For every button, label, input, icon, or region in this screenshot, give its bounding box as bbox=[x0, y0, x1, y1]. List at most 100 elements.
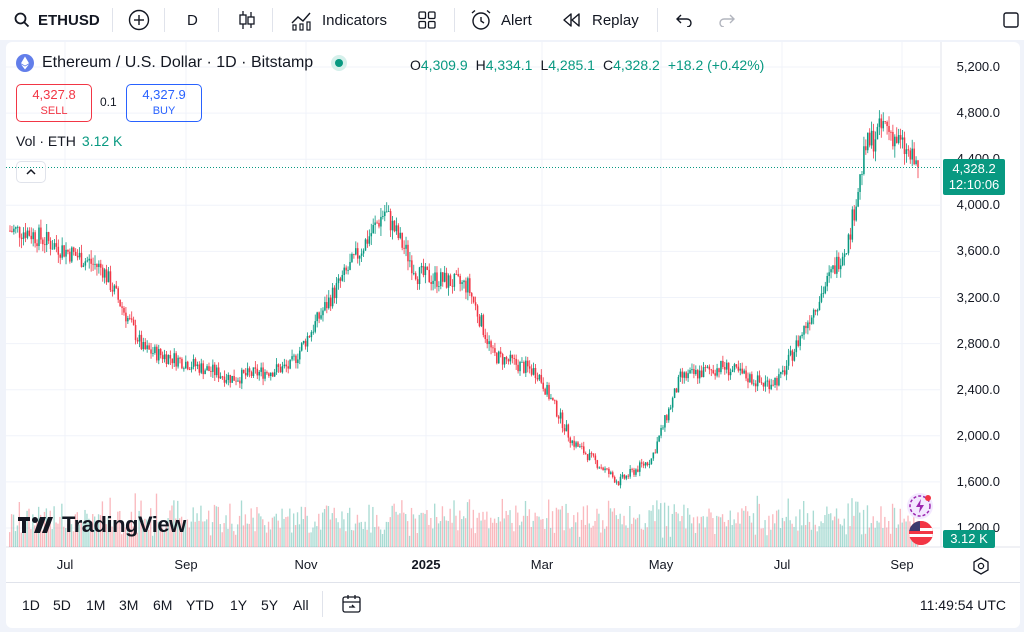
candle-body bbox=[467, 278, 469, 293]
volume-bar bbox=[308, 532, 310, 547]
range-button-1m[interactable]: 1M bbox=[86, 597, 106, 613]
volume-bar bbox=[327, 506, 330, 547]
candle-body bbox=[262, 367, 264, 379]
candle-body bbox=[722, 360, 724, 367]
whats-new-button[interactable] bbox=[907, 493, 933, 519]
volume-bar bbox=[592, 525, 594, 547]
currency-flag-button[interactable] bbox=[909, 521, 933, 545]
volume-bar bbox=[578, 536, 581, 547]
sell-button[interactable]: 4,327.8 SELL bbox=[16, 84, 92, 122]
candle-body bbox=[640, 462, 643, 464]
symbol-search[interactable]: ETHUSD bbox=[14, 0, 100, 40]
volume-bar bbox=[851, 498, 853, 547]
redo-button[interactable] bbox=[718, 0, 736, 40]
volume-bar bbox=[192, 507, 194, 547]
volume-bar bbox=[366, 529, 368, 547]
volume-bar bbox=[503, 518, 505, 547]
undo-button[interactable] bbox=[675, 0, 693, 40]
volume-bar bbox=[97, 514, 100, 547]
volume-bar bbox=[122, 532, 125, 547]
candle-body bbox=[559, 412, 562, 419]
candle-body bbox=[88, 258, 90, 261]
candle-body bbox=[103, 269, 106, 278]
candle-body bbox=[391, 220, 394, 231]
range-button-all[interactable]: All bbox=[293, 597, 309, 613]
candle-body bbox=[679, 371, 682, 377]
volume-bar bbox=[196, 513, 198, 547]
candle-body bbox=[816, 310, 819, 312]
range-button-ytd[interactable]: YTD bbox=[186, 597, 214, 613]
range-button-5y[interactable]: 5Y bbox=[261, 597, 279, 613]
volume-bar bbox=[267, 521, 270, 547]
layouts-button[interactable] bbox=[417, 0, 437, 40]
candle-body bbox=[337, 278, 340, 284]
candle-body bbox=[895, 136, 898, 143]
volume-bar bbox=[470, 528, 473, 547]
candle-body bbox=[702, 367, 705, 378]
range-button-3m[interactable]: 3M bbox=[119, 597, 139, 613]
candle-body bbox=[186, 361, 189, 370]
volume-bar bbox=[689, 514, 691, 547]
volume-bar bbox=[372, 506, 374, 547]
volume-bar bbox=[381, 534, 384, 547]
candle-body bbox=[498, 351, 500, 364]
alert-button[interactable]: Alert bbox=[469, 0, 532, 40]
volume-bar bbox=[302, 519, 305, 547]
range-button-6m[interactable]: 6M bbox=[153, 597, 173, 613]
volume-bar bbox=[236, 524, 239, 547]
candle-body bbox=[111, 290, 114, 292]
candle-body bbox=[455, 274, 458, 275]
range-button-1d[interactable]: 1D bbox=[22, 597, 40, 613]
volume-bar bbox=[584, 524, 587, 547]
range-button-5d[interactable]: 5D bbox=[53, 597, 71, 613]
compare-button[interactable] bbox=[128, 0, 150, 40]
range-button-1y[interactable]: 1Y bbox=[230, 597, 248, 613]
chart-type-button[interactable] bbox=[236, 0, 258, 40]
candle-body bbox=[874, 139, 877, 152]
candle-body bbox=[617, 481, 620, 486]
candle-body bbox=[40, 227, 42, 240]
layout-menu-button[interactable] bbox=[1002, 0, 1020, 40]
candle-body bbox=[747, 378, 749, 383]
candle-body bbox=[271, 372, 274, 377]
volume-bar bbox=[466, 502, 469, 547]
candle-body bbox=[121, 306, 123, 308]
volume-bar bbox=[714, 533, 716, 547]
buy-button[interactable]: 4,327.9 BUY bbox=[126, 84, 202, 122]
utc-clock[interactable]: 11:49:54 UTC bbox=[919, 597, 1006, 613]
replay-button[interactable]: Replay bbox=[562, 0, 639, 40]
chart-settings-button[interactable] bbox=[972, 557, 990, 580]
goto-date-button[interactable] bbox=[340, 593, 364, 620]
candle-body bbox=[523, 361, 525, 373]
candle-body bbox=[355, 248, 357, 255]
candle-body bbox=[706, 366, 709, 368]
candle-body bbox=[843, 253, 846, 257]
candle-body bbox=[677, 376, 680, 393]
candle-body bbox=[215, 367, 218, 376]
collapse-legend-button[interactable] bbox=[16, 161, 46, 183]
candle-body bbox=[666, 415, 668, 421]
candle-body bbox=[212, 364, 214, 372]
volume-bar bbox=[119, 510, 121, 547]
candle-body bbox=[385, 211, 388, 213]
volume-bar bbox=[318, 513, 320, 547]
indicators-button[interactable]: Indicators bbox=[290, 0, 387, 40]
tradingview-logo[interactable]: TradingView bbox=[18, 512, 186, 538]
volume-bar bbox=[30, 529, 32, 547]
volume-bar bbox=[820, 521, 822, 547]
volume-bar bbox=[416, 533, 418, 547]
chart-canvas[interactable] bbox=[6, 42, 1020, 552]
candle-body bbox=[521, 361, 523, 363]
volume-bar bbox=[569, 528, 571, 547]
interval-button[interactable]: D bbox=[187, 11, 198, 29]
volume-bar bbox=[165, 525, 167, 547]
volume-bar bbox=[731, 524, 733, 547]
candle-body bbox=[635, 469, 637, 475]
candle-body bbox=[492, 347, 494, 349]
alert-label: Alert bbox=[501, 11, 532, 29]
volume-bar bbox=[538, 516, 540, 547]
volume-bar bbox=[300, 506, 303, 547]
candle-body bbox=[637, 469, 639, 472]
candle-body bbox=[51, 248, 54, 250]
candle-body bbox=[882, 121, 884, 129]
